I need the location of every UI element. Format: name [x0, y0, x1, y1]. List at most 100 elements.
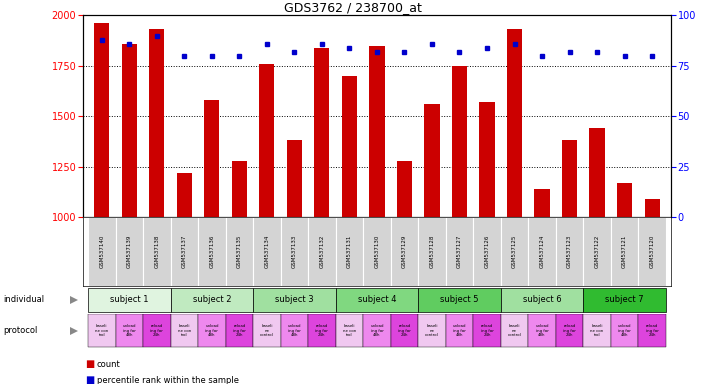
Text: reload
ing for
24h: reload ing for 24h — [563, 324, 576, 337]
Bar — [500, 288, 583, 312]
Bar — [363, 217, 391, 286]
Bar — [287, 141, 302, 217]
Text: subject 4: subject 4 — [358, 295, 396, 304]
Bar — [177, 173, 192, 217]
Bar — [308, 217, 336, 286]
Bar — [88, 288, 171, 312]
Bar — [281, 217, 308, 286]
Text: GSM537127: GSM537127 — [457, 235, 462, 268]
Bar — [397, 161, 412, 217]
Bar — [171, 314, 198, 347]
Bar — [617, 183, 632, 217]
Text: GSM537124: GSM537124 — [539, 235, 544, 268]
Bar — [232, 161, 247, 217]
Text: reload
ing for
24h: reload ing for 24h — [233, 324, 246, 337]
Bar — [480, 102, 495, 217]
Text: unload
ing for
48h: unload ing for 48h — [123, 324, 136, 337]
Bar — [500, 217, 528, 286]
Text: reload
ing for
24h: reload ing for 24h — [480, 324, 493, 337]
Bar — [528, 314, 556, 347]
Text: subject 5: subject 5 — [440, 295, 479, 304]
Text: count: count — [97, 359, 121, 369]
Bar — [446, 314, 473, 347]
Bar — [336, 217, 363, 286]
Text: GSM537120: GSM537120 — [650, 235, 655, 268]
Text: GSM537136: GSM537136 — [210, 235, 215, 268]
Bar — [363, 314, 391, 347]
Bar — [589, 128, 605, 217]
Bar — [638, 314, 666, 347]
Text: GSM537133: GSM537133 — [292, 235, 297, 268]
Bar — [446, 217, 473, 286]
Bar — [171, 288, 253, 312]
Text: GSM537125: GSM537125 — [512, 235, 517, 268]
Bar — [611, 217, 638, 286]
Text: GSM537132: GSM537132 — [320, 235, 325, 268]
Text: GSM537122: GSM537122 — [595, 235, 600, 268]
Text: subject 3: subject 3 — [275, 295, 314, 304]
Bar — [225, 217, 253, 286]
Text: unload
ing for
48h: unload ing for 48h — [536, 324, 549, 337]
Text: unload
ing for
48h: unload ing for 48h — [370, 324, 383, 337]
Bar — [88, 314, 116, 347]
Bar — [122, 44, 137, 217]
Bar — [198, 217, 225, 286]
Text: individual: individual — [4, 295, 45, 305]
Bar — [253, 288, 336, 312]
Bar — [171, 217, 198, 286]
Title: GDS3762 / 238700_at: GDS3762 / 238700_at — [284, 1, 422, 14]
Bar — [336, 314, 363, 347]
Text: subject 6: subject 6 — [523, 295, 561, 304]
Text: baseli
ne con
trol: baseli ne con trol — [590, 324, 604, 337]
Bar — [308, 314, 336, 347]
Bar — [205, 100, 220, 217]
Text: reload
ing for
24h: reload ing for 24h — [315, 324, 328, 337]
Bar — [528, 217, 556, 286]
Text: baseli
ne con
trol: baseli ne con trol — [178, 324, 191, 337]
Text: percentile rank within the sample: percentile rank within the sample — [97, 376, 239, 384]
Bar — [143, 314, 171, 347]
Text: baseli
ne
control: baseli ne control — [508, 324, 521, 337]
Text: subject 1: subject 1 — [110, 295, 149, 304]
Bar — [556, 217, 583, 286]
Bar — [500, 314, 528, 347]
Bar — [473, 314, 500, 347]
Text: subject 7: subject 7 — [605, 295, 644, 304]
Bar — [611, 314, 638, 347]
Text: protocol: protocol — [4, 326, 38, 335]
Text: GSM537138: GSM537138 — [154, 235, 159, 268]
Bar — [562, 141, 577, 217]
Bar — [116, 314, 143, 347]
Bar — [143, 217, 171, 286]
Text: GSM537140: GSM537140 — [99, 235, 104, 268]
Bar — [342, 76, 357, 217]
Text: baseli
ne
control: baseli ne control — [425, 324, 439, 337]
Text: unload
ing for
48h: unload ing for 48h — [288, 324, 301, 337]
Bar — [369, 46, 385, 217]
Text: GSM537134: GSM537134 — [264, 235, 269, 268]
Bar — [149, 30, 164, 217]
Bar — [314, 48, 330, 217]
Text: unload
ing for
48h: unload ing for 48h — [205, 324, 218, 337]
Text: baseli
ne con
trol: baseli ne con trol — [342, 324, 356, 337]
Bar — [281, 314, 308, 347]
Bar — [534, 189, 549, 217]
Text: GSM537123: GSM537123 — [567, 235, 572, 268]
Text: reload
ing for
24h: reload ing for 24h — [645, 324, 658, 337]
Text: ■: ■ — [85, 375, 94, 384]
Bar — [583, 314, 611, 347]
Text: GSM537126: GSM537126 — [485, 235, 490, 268]
Text: GSM537129: GSM537129 — [402, 235, 407, 268]
Text: GSM537135: GSM537135 — [237, 235, 242, 268]
Bar — [253, 217, 281, 286]
Bar — [645, 199, 660, 217]
Bar — [452, 66, 467, 217]
Bar — [88, 217, 116, 286]
Bar — [418, 314, 446, 347]
Text: baseli
ne con
trol: baseli ne con trol — [95, 324, 108, 337]
Text: unload
ing for
48h: unload ing for 48h — [617, 324, 631, 337]
Text: baseli
ne
control: baseli ne control — [260, 324, 274, 337]
Text: GSM537128: GSM537128 — [429, 235, 434, 268]
Bar — [94, 23, 109, 217]
Text: GSM537139: GSM537139 — [127, 235, 132, 268]
